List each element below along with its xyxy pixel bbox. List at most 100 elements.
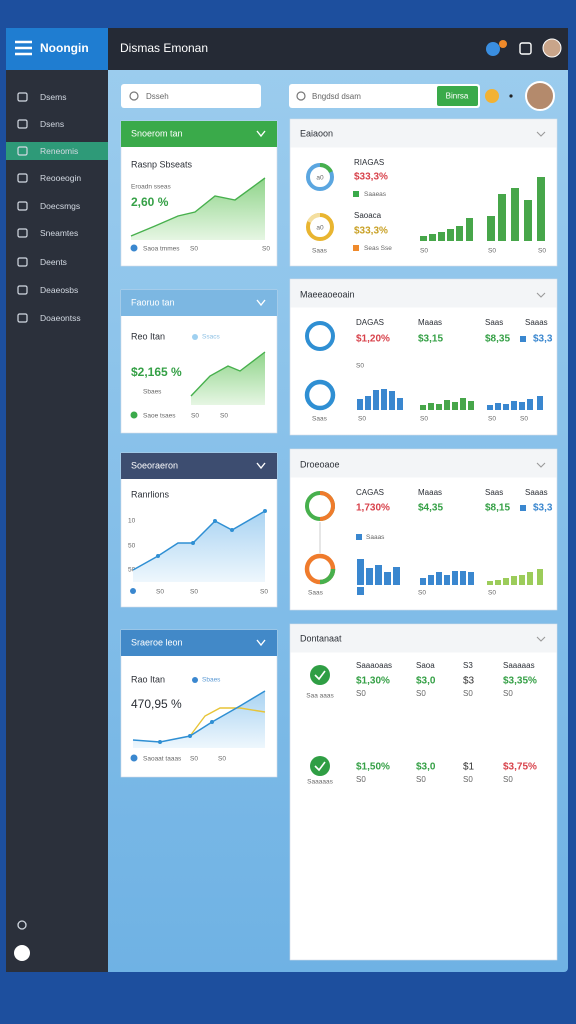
search-placeholder: Dsseh: [146, 92, 169, 101]
card-title: Maeeaoeoain: [300, 289, 355, 299]
metric-value: $4,35: [418, 503, 443, 514]
nav-icon: [17, 285, 28, 295]
search-button[interactable]: [437, 86, 478, 106]
metric-name: Saaas: [525, 488, 548, 497]
nav-icon: [17, 313, 28, 323]
nav-item[interactable]: Deents: [40, 257, 67, 267]
card-title: Sraeroe leon: [131, 637, 183, 647]
card-title: Soeoraeron: [131, 460, 178, 470]
chevron[interactable]: [256, 639, 266, 647]
badge: [499, 40, 507, 48]
cell-sub: S0: [503, 689, 513, 698]
chart-points: [158, 720, 214, 744]
chevron[interactable]: [256, 462, 266, 470]
notif-icon[interactable]: [486, 42, 500, 56]
help-icon[interactable]: [17, 920, 27, 930]
cell-sub: S0: [463, 775, 473, 784]
cell-value: $3,35%: [503, 676, 537, 687]
nav-icon: [17, 173, 28, 183]
metric-value: $8,35: [485, 334, 510, 345]
axis-label: S0: [260, 589, 268, 596]
card-title: Dontanaat: [300, 633, 342, 643]
axis-label: S0: [190, 246, 198, 253]
donut: [305, 321, 335, 351]
search-icon: [129, 91, 139, 101]
axis-label: Saas: [312, 248, 328, 255]
chevron[interactable]: [256, 299, 266, 307]
donut-center: a0: [316, 225, 324, 232]
card-header: [290, 119, 557, 148]
chevron[interactable]: [536, 292, 546, 298]
legend-label: Seas Sse: [364, 245, 392, 252]
donut-segment: [307, 212, 321, 224]
menu-icon[interactable]: [15, 40, 32, 56]
nav-item[interactable]: Dsens: [40, 119, 64, 129]
card-label: Rasnp Sbseats: [131, 159, 193, 169]
metric-name: Saoaca: [354, 211, 382, 220]
logo: Noongin: [40, 41, 89, 55]
menu-dot[interactable]: [509, 94, 513, 98]
metric-name: RIAGAS: [354, 158, 384, 167]
card-label: Ranrlions: [131, 489, 170, 499]
nav-icon: [17, 92, 28, 102]
cell-value: $3,0: [416, 762, 436, 773]
nav-item[interactable]: Reneomis: [40, 146, 78, 156]
cell-value: $1,30%: [356, 676, 390, 687]
axis-label: S0: [420, 248, 428, 255]
card-header: [121, 290, 277, 316]
metric-value: 1,730%: [356, 503, 390, 514]
cell-sub: S0: [416, 775, 426, 784]
info-icon[interactable]: [14, 945, 30, 961]
card-header: [121, 453, 277, 479]
avatar[interactable]: [525, 81, 555, 111]
legend-swatch: [353, 245, 359, 251]
area-chart: [131, 178, 265, 240]
metric-name: Saas: [485, 318, 503, 327]
axis-label: S0: [488, 590, 496, 597]
axis-label: Saas: [312, 416, 328, 423]
search-box[interactable]: [121, 84, 261, 108]
chevron[interactable]: [536, 462, 546, 468]
avatar[interactable]: [542, 38, 562, 58]
nav-item[interactable]: Doecsmgs: [40, 201, 80, 211]
column-head: Saaaoaas: [356, 661, 392, 670]
search-box[interactable]: [289, 84, 480, 108]
chart-points: [156, 509, 267, 558]
metric-value: $33,3%: [354, 172, 388, 183]
axis-label: S0: [220, 413, 228, 420]
page-title: Dismas Emonan: [120, 41, 208, 55]
cell-sub: S0: [416, 689, 426, 698]
card-value: $2,165 %: [131, 365, 182, 379]
cell-sub: S0: [356, 775, 366, 784]
axis-label: S0: [262, 246, 270, 253]
y-axis-label: 50: [128, 543, 136, 550]
nav-item[interactable]: Dsems: [40, 92, 66, 102]
card-header: [290, 279, 557, 308]
active-highlight: [6, 142, 108, 160]
card-header: [290, 449, 557, 478]
card-label: Reo Itan: [131, 331, 165, 341]
nav-item[interactable]: Reooeogin: [40, 173, 81, 183]
card-header: [121, 630, 277, 656]
chart-line: [190, 351, 266, 397]
nav-item[interactable]: Sneamtes: [40, 228, 78, 238]
donut-segment: [319, 162, 333, 174]
tag-dot: [192, 334, 198, 340]
nav-icon: [17, 119, 28, 129]
status-icon: [310, 756, 330, 776]
metric-note: S0: [356, 363, 364, 370]
nav-item[interactable]: Doaeontss: [40, 313, 81, 323]
settings-icon[interactable]: [519, 42, 532, 55]
column-head: S3: [463, 661, 473, 670]
chevron[interactable]: [536, 636, 546, 642]
bar-chart: [420, 177, 545, 241]
card-title: Droeoaoe: [300, 459, 340, 469]
chevron[interactable]: [256, 130, 266, 138]
nav-item[interactable]: Deaeosbs: [40, 285, 78, 295]
cell-sub: S0: [503, 775, 513, 784]
tag-dot: [192, 677, 198, 683]
status-icon[interactable]: [485, 89, 499, 103]
chevron[interactable]: [536, 131, 546, 137]
cell-value: $3,75%: [503, 762, 537, 773]
